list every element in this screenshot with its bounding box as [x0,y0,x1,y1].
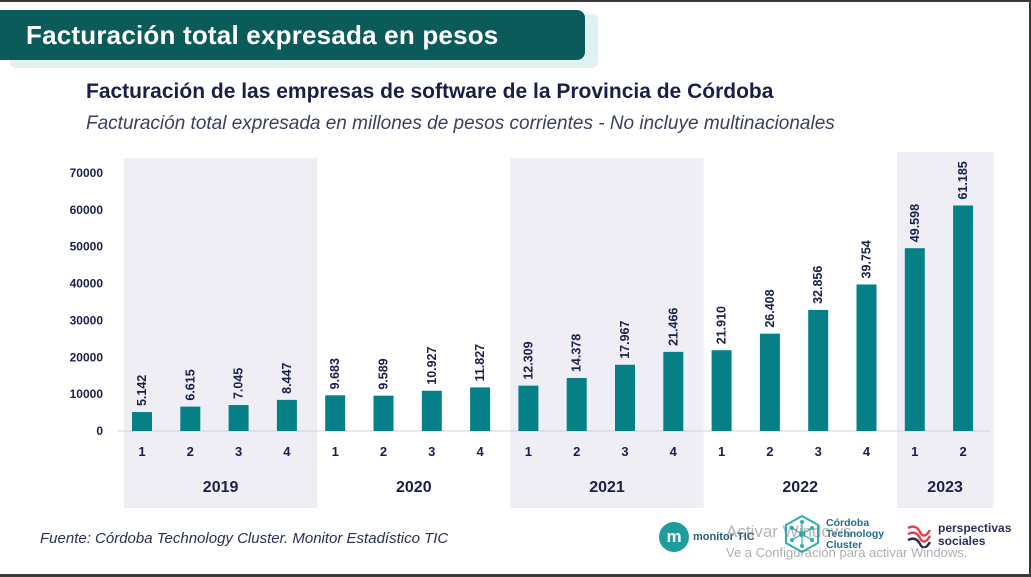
year-label-2019: 2019 [203,479,239,496]
bar-value-label: 49.598 [908,204,922,242]
chart-subtitle: Facturación total expresada en millones … [86,113,835,134]
quarter-label: 3 [235,444,242,459]
y-tick-label: 70000 [70,166,104,180]
cordoba-cluster-text: Córdoba Technology Cluster [826,516,896,551]
bar [615,364,635,431]
quarter-label: 3 [815,444,822,459]
quarter-label: 4 [283,444,291,459]
bar-value-label: 11.827 [473,344,487,382]
quarter-label: 4 [863,444,871,459]
bar-value-label: 7.045 [232,368,246,399]
perspectivas-text: perspectivas sociales [938,522,1011,548]
y-tick-label: 60000 [70,203,104,217]
y-tick-label: 50000 [70,240,104,254]
persp-text-line2: sociales [938,534,986,548]
quarter-label: 2 [187,444,194,459]
quarter-label: 2 [959,444,966,459]
bar [325,395,346,431]
bar-value-label: 6.615 [183,369,197,400]
bar [373,395,394,431]
cluster-text-line3: Cluster [826,538,863,551]
y-tick-label: 30000 [70,313,104,327]
monitor-tic-icon: m [659,522,689,552]
bar-value-label: 8.447 [280,363,294,394]
cordoba-cluster-logo: Córdoba Technology Cluster [782,514,896,554]
bar [759,333,780,431]
year-label-2022: 2022 [782,479,818,496]
source-note: Fuente: Córdoba Technology Cluster. Moni… [40,530,449,547]
bar [276,399,297,431]
bar [470,387,491,431]
quarter-label: 1 [525,444,532,459]
bar-value-label: 17.967 [618,320,632,358]
y-tick-label: 10000 [70,387,104,401]
quarter-label: 2 [573,444,580,459]
bar-value-label: 39.754 [860,240,874,278]
title-banner: Facturación total expresada en pesos [0,10,585,60]
year-label-2020: 2020 [396,479,432,496]
bar [228,405,249,431]
quarter-label: 4 [670,444,678,459]
quarter-label: 1 [138,444,145,459]
cluster-text-line1: Córdoba [826,516,870,529]
cluster-text-line2: Technology [826,527,885,540]
bar-value-label: 9.683 [328,358,342,389]
bar [180,406,201,431]
quarter-label: 1 [911,444,918,459]
perspectivas-wave-icon [907,525,932,548]
quarter-label: 2 [380,444,387,459]
bar [711,350,732,431]
bar [856,284,877,431]
year-label-2021: 2021 [589,479,625,496]
bar-value-label: 14.378 [570,334,584,372]
bar-value-label: 21.910 [715,306,729,344]
monitor-tic-text: monitor TIC [693,531,755,543]
bar-value-label: 9.589 [377,358,391,389]
year-shade-2021 [510,158,704,508]
year-shade-2019 [124,158,318,508]
bar-value-label: 21.466 [666,308,680,346]
bar [132,412,152,431]
bar [663,351,684,431]
bar-value-label: 5.142 [135,375,149,406]
bar-value-label: 10.927 [425,346,439,384]
bar-value-label: 61.185 [956,161,970,199]
quarter-label: 1 [332,444,339,459]
quarter-label: 1 [718,444,725,459]
persp-text-line1: perspectivas [938,521,1012,535]
y-tick-label: 0 [96,424,103,438]
monitor-tic-logo: m monitor TIC [659,522,755,552]
bar [808,309,829,431]
banner-title: Facturación total expresada en pesos [26,19,499,50]
quarter-label: 3 [428,444,435,459]
bar-value-label: 32.856 [811,266,825,304]
y-tick-label: 40000 [70,277,104,291]
bar-value-label: 12.309 [521,341,535,379]
bar [904,248,925,431]
bar-value-label: 26.408 [763,289,777,327]
perspectivas-sociales-logo: perspectivas sociales [906,522,1011,548]
quarter-label: 4 [476,444,484,459]
network-hexagon-icon [782,514,822,554]
bar [566,378,587,431]
y-tick-label: 20000 [70,350,104,364]
year-label-2023: 2023 [927,479,963,496]
quarter-label: 2 [766,444,773,459]
bar [518,385,539,431]
quarter-label: 3 [621,444,628,459]
bar [421,390,442,431]
chart-title: Facturación de las empresas de software … [86,80,774,103]
bar [953,205,974,431]
